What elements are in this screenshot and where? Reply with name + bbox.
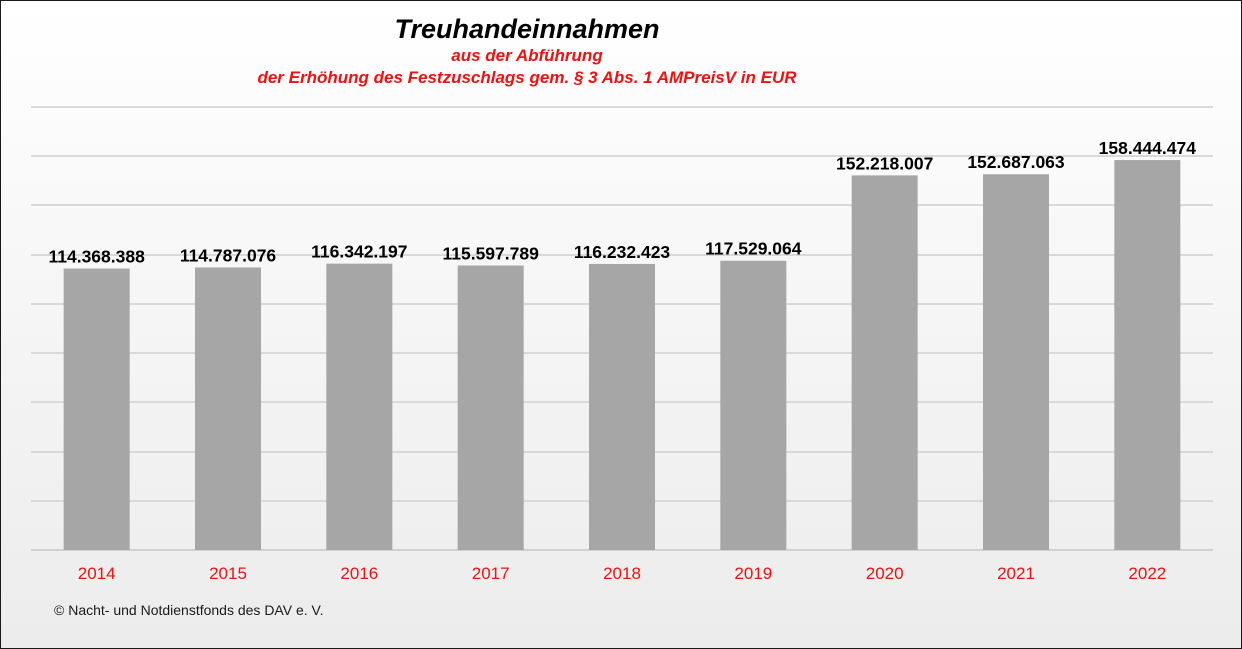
value-label-2017: 115.597.789 xyxy=(442,244,539,264)
x-tick-label-2022: 2022 xyxy=(1128,564,1166,583)
bar-2016 xyxy=(326,263,393,550)
x-tick-label-2014: 2014 xyxy=(78,564,116,583)
value-label-2018: 116.232.423 xyxy=(574,242,671,262)
chart-title: Treuhandeinnahmen xyxy=(394,14,659,44)
bar-2020 xyxy=(851,175,918,550)
bar-2018 xyxy=(589,263,655,550)
value-label-2020: 152.218.007 xyxy=(836,153,933,173)
x-tick-label-2018: 2018 xyxy=(603,564,641,583)
x-tick-label-2016: 2016 xyxy=(340,564,378,583)
x-tick-label-2021: 2021 xyxy=(997,564,1035,583)
x-tick-label-2017: 2017 xyxy=(472,564,510,583)
value-label-2015: 114.787.076 xyxy=(180,245,277,265)
bar-2015 xyxy=(195,267,261,550)
copyright-footer: © Nacht- und Notdienstfonds des DAV e. V… xyxy=(54,602,323,618)
x-tick-label-2015: 2015 xyxy=(209,564,247,583)
chart-subtitle-line2: der Erhöhung des Festzuschlags gem. § 3 … xyxy=(257,68,797,87)
bar-2019 xyxy=(720,260,787,550)
bar-2017 xyxy=(457,265,524,550)
x-tick-label-2019: 2019 xyxy=(734,564,772,583)
value-label-2021: 152.687.063 xyxy=(967,152,1065,172)
value-label-2022: 158.444.474 xyxy=(1099,138,1197,158)
value-label-2014: 114.368.388 xyxy=(48,247,145,267)
bars xyxy=(63,160,1181,551)
chart-subtitle-line1: aus der Abführung xyxy=(451,46,603,65)
bar-2022 xyxy=(1114,160,1181,550)
x-tick-label-2020: 2020 xyxy=(866,564,904,583)
value-labels: 114.368.388 114.787.076 116.342.197 115.597… xyxy=(48,138,1196,266)
value-label-2019: 117.529.064 xyxy=(705,239,802,259)
bar-2014 xyxy=(63,268,130,550)
x-axis-ticks: 2014 2015 2016 2017 2018 2019 2020 2021 2022 xyxy=(78,564,1166,583)
bar-2021 xyxy=(983,174,1049,551)
value-label-2016: 116.342.197 xyxy=(311,242,407,262)
